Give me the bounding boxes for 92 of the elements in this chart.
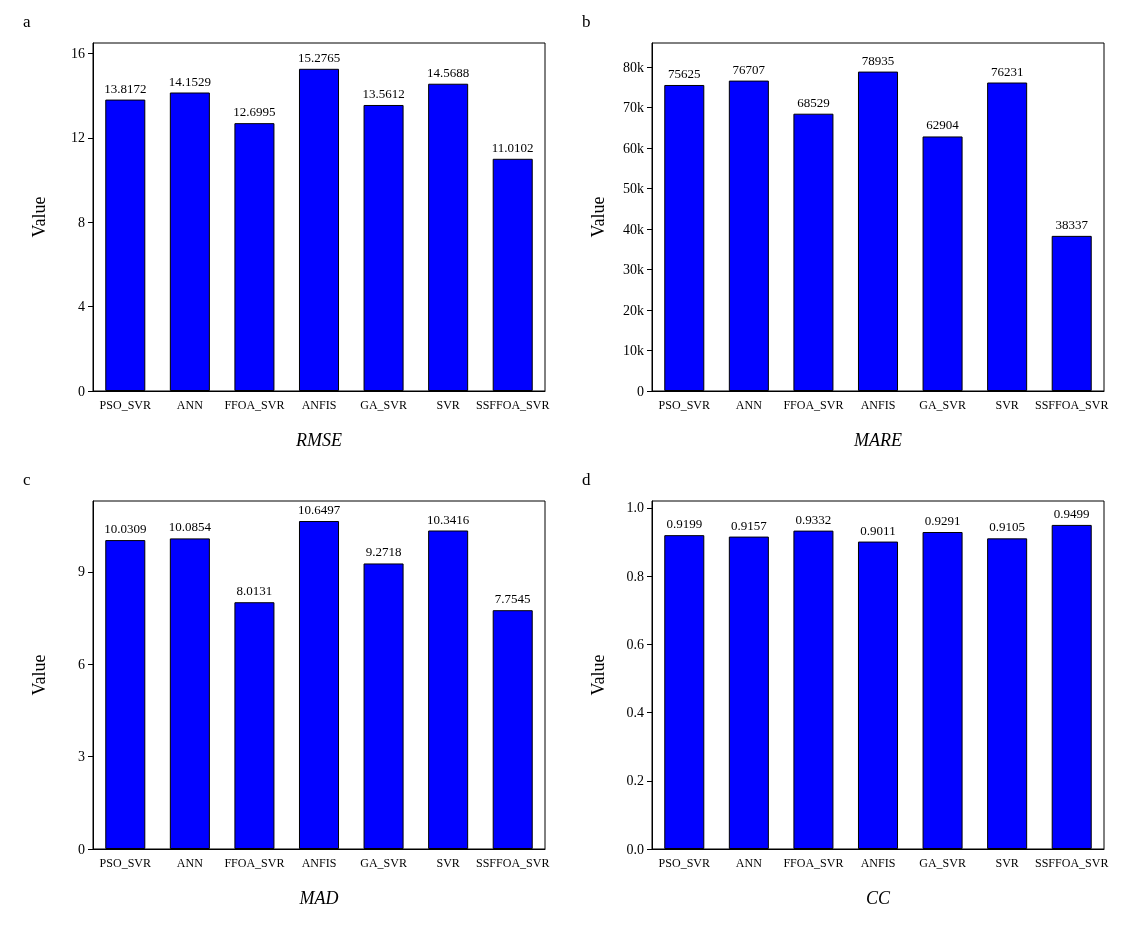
data-label: 12.6995 (233, 104, 276, 120)
y-tick-label: 20k (623, 302, 644, 318)
x-tick-label: SVR (436, 398, 460, 412)
y-tick-label: 0.0 (626, 841, 644, 857)
y-axis-title: Value (29, 654, 49, 696)
x-tick-label: PSO_SVR (658, 856, 710, 870)
data-label: 76231 (990, 63, 1024, 79)
data-label: 10.3416 (427, 511, 470, 527)
x-tick-label: SVR (995, 856, 1019, 870)
y-axis-title: Value (588, 654, 608, 696)
y-axis-title: Value (29, 196, 49, 238)
data-label: 0.9199 (666, 516, 703, 532)
y-tick-label: 0.8 (626, 568, 644, 584)
y-tick-label: 60k (623, 140, 644, 156)
data-label: 7.7545 (494, 591, 531, 607)
x-tick-label: ANFIS (860, 856, 896, 870)
x-axis-title: RMSE (295, 430, 342, 450)
y-tick-label: 30k (623, 262, 644, 278)
x-tick-label: SSFFOA_SVR (476, 856, 550, 870)
x-tick-label: ANFIS (301, 398, 337, 412)
y-tick-label: 9 (78, 564, 85, 580)
y-tick-label: 8 (78, 214, 85, 230)
x-tick-label: FFOA_SVR (224, 398, 285, 412)
y-tick-label: 12 (71, 130, 85, 146)
data-label: 0.9332 (795, 511, 832, 527)
y-tick-label: 0.4 (626, 705, 644, 721)
data-label: 11.0102 (491, 139, 534, 155)
data-label: 0.9105 (989, 519, 1026, 535)
y-axis-title: Value (588, 196, 608, 238)
y-tick-label: 70k (623, 100, 644, 116)
data-label: 78935 (861, 52, 895, 68)
y-tick-label: 0 (78, 841, 85, 857)
chart-title: c (23, 470, 31, 489)
y-tick-label: 80k (623, 59, 644, 75)
x-axis-title: MARE (853, 430, 902, 450)
y-tick-label: 10k (623, 343, 644, 359)
data-label: 0.9291 (924, 513, 961, 529)
x-tick-label: SVR (436, 856, 460, 870)
x-tick-label: GA_SVR (360, 856, 407, 870)
y-tick-label: 40k (623, 221, 644, 237)
x-tick-label: GA_SVR (919, 398, 966, 412)
x-tick-label: SSFFOA_SVR (476, 398, 550, 412)
y-tick-label: 6 (78, 656, 85, 672)
x-tick-label: PSO_SVR (99, 856, 151, 870)
data-label: 0.9499 (1053, 505, 1090, 521)
data-label: 13.5612 (362, 85, 405, 101)
x-tick-label: ANFIS (860, 398, 896, 412)
data-label: 68529 (797, 94, 830, 110)
x-tick-label: ANN (735, 856, 763, 870)
y-tick-label: 3 (78, 749, 85, 765)
data-label: 38337 (1055, 216, 1089, 232)
y-tick-label: 0 (637, 383, 644, 399)
chart-title: b (582, 12, 591, 31)
y-tick-label: 1.0 (626, 500, 644, 516)
data-label: 0.9011 (860, 522, 896, 538)
x-tick-label: ANN (176, 398, 204, 412)
data-label: 9.2718 (365, 544, 402, 560)
x-tick-label: FFOA_SVR (783, 398, 844, 412)
x-tick-label: SSFFOA_SVR (1035, 856, 1109, 870)
data-label: 14.1529 (168, 73, 211, 89)
x-tick-label: PSO_SVR (99, 398, 151, 412)
data-label: 75625 (668, 65, 701, 81)
data-label: 13.8172 (104, 80, 147, 96)
y-tick-label: 0.6 (626, 636, 644, 652)
data-label: 62904 (926, 117, 960, 133)
data-label: 76707 (732, 61, 766, 77)
chart-title: a (23, 12, 31, 31)
x-tick-label: PSO_SVR (658, 398, 710, 412)
x-tick-label: FFOA_SVR (783, 856, 844, 870)
data-label: 14.5688 (427, 64, 470, 80)
x-tick-label: FFOA_SVR (224, 856, 285, 870)
y-tick-label: 16 (71, 46, 85, 62)
y-tick-label: 0 (78, 383, 85, 399)
x-tick-label: SSFFOA_SVR (1035, 398, 1109, 412)
data-label: 15.2765 (297, 49, 341, 65)
y-tick-label: 4 (78, 299, 85, 315)
data-label: 10.6497 (297, 502, 341, 518)
x-tick-label: ANN (176, 856, 204, 870)
x-axis-title: MAD (298, 888, 339, 908)
data-label: 8.0131 (236, 583, 273, 599)
x-tick-label: GA_SVR (360, 398, 407, 412)
x-tick-label: ANFIS (301, 856, 337, 870)
data-label: 10.0854 (168, 519, 212, 535)
x-tick-label: GA_SVR (919, 856, 966, 870)
x-tick-label: SVR (995, 398, 1019, 412)
y-tick-label: 50k (623, 181, 644, 197)
data-label: 0.9157 (730, 517, 768, 533)
data-label: 10.0309 (104, 521, 147, 537)
y-tick-label: 0.2 (626, 773, 644, 789)
x-axis-title: CC (865, 888, 891, 908)
chart-title: d (582, 470, 591, 489)
x-tick-label: ANN (735, 398, 763, 412)
